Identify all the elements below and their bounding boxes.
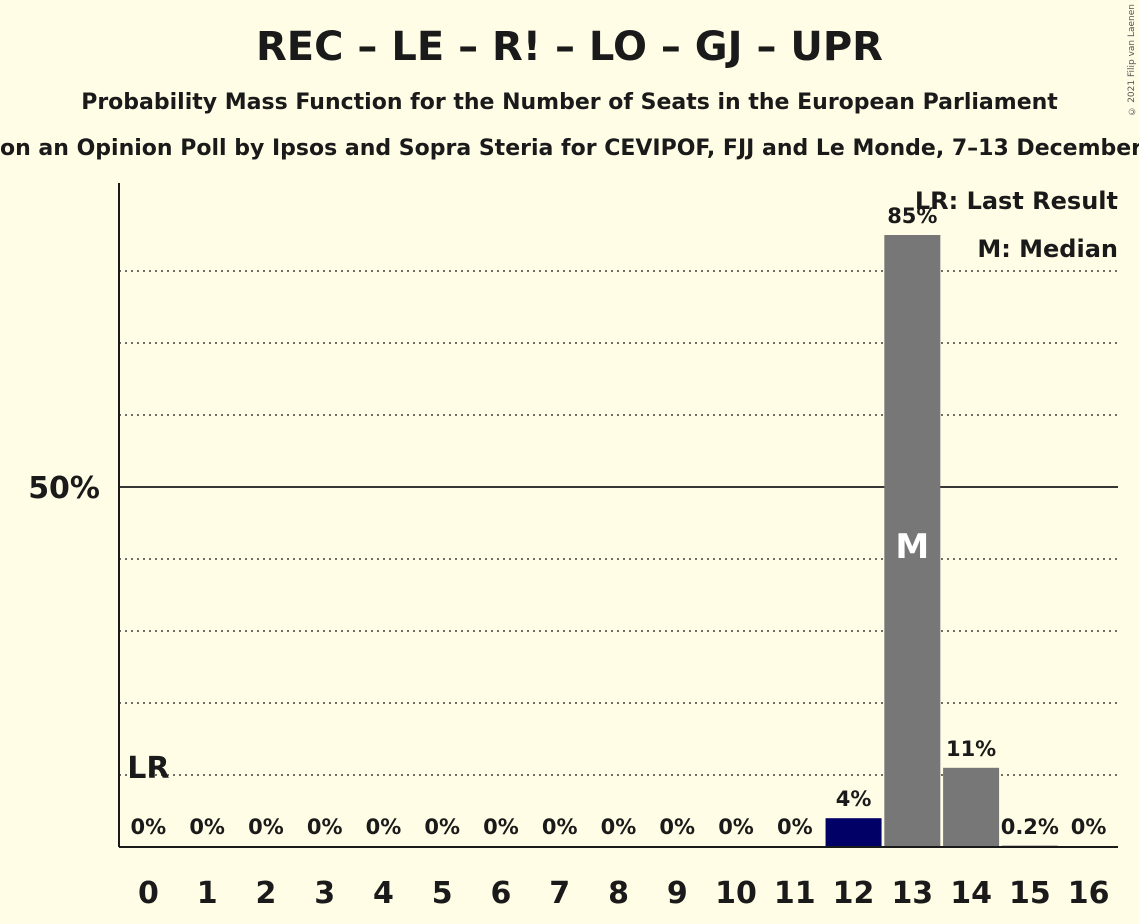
y-tick-label-50: 50% — [28, 471, 100, 506]
x-tick-4: 4 — [373, 876, 394, 911]
median-marker: M — [895, 527, 929, 567]
value-label-9: 0% — [659, 815, 695, 839]
x-tick-14: 14 — [950, 876, 992, 911]
x-tick-11: 11 — [774, 876, 816, 911]
value-label-0: 0% — [131, 815, 167, 839]
bar-14 — [943, 767, 1000, 847]
x-tick-5: 5 — [432, 876, 453, 911]
x-tick-9: 9 — [667, 876, 688, 911]
value-labels: 0% LR 0% 0% 0% 0% 0% 0% 0% 0% 0% 0% 0% 4% 85% M 11% 0.2% 0… — [127, 204, 1106, 839]
x-tick-7: 7 — [549, 876, 570, 911]
value-label-7: 0% — [542, 815, 578, 839]
value-label-11: 0% — [777, 815, 813, 839]
x-tick-1: 1 — [197, 876, 218, 911]
x-tick-0: 0 — [138, 876, 159, 911]
x-tick-6: 6 — [491, 876, 512, 911]
x-tick-16: 16 — [1068, 876, 1110, 911]
x-tick-10: 10 — [715, 876, 757, 911]
value-label-4: 0% — [366, 815, 402, 839]
value-label-6: 0% — [483, 815, 519, 839]
last-result-marker: LR — [127, 751, 169, 786]
chart-title: REC – LE – R! – LO – GJ – UPR — [256, 24, 883, 70]
x-tick-15: 15 — [1009, 876, 1051, 911]
value-label-8: 0% — [601, 815, 637, 839]
x-tick-3: 3 — [314, 876, 335, 911]
value-label-2: 0% — [248, 815, 284, 839]
legend-median: M: Median — [977, 235, 1118, 263]
axes — [118, 183, 1118, 848]
value-label-12: 4% — [836, 787, 872, 811]
chart-subtitle: Probability Mass Function for the Number… — [81, 90, 1058, 115]
x-tick-13: 13 — [891, 876, 933, 911]
x-tick-2: 2 — [255, 876, 276, 911]
x-tick-labels: 0 1 2 3 4 5 6 7 8 9 10 11 12 13 14 15 16 — [138, 876, 1110, 911]
bar-13 — [884, 235, 941, 847]
value-label-13: 85% — [887, 204, 937, 228]
value-label-14: 11% — [946, 737, 996, 761]
x-tick-8: 8 — [608, 876, 629, 911]
gridlines — [119, 270, 1118, 776]
legend-last-result: LR: Last Result — [915, 187, 1118, 215]
x-tick-12: 12 — [833, 876, 875, 911]
chart-source: on an Opinion Poll by Ipsos and Sopra St… — [0, 136, 1139, 161]
bars — [825, 235, 1058, 847]
value-label-16: 0% — [1071, 815, 1107, 839]
value-label-1: 0% — [189, 815, 225, 839]
value-label-5: 0% — [424, 815, 460, 839]
value-label-3: 0% — [307, 815, 343, 839]
bar-12 — [825, 818, 882, 847]
value-label-10: 0% — [718, 815, 754, 839]
value-label-15: 0.2% — [1001, 815, 1059, 839]
